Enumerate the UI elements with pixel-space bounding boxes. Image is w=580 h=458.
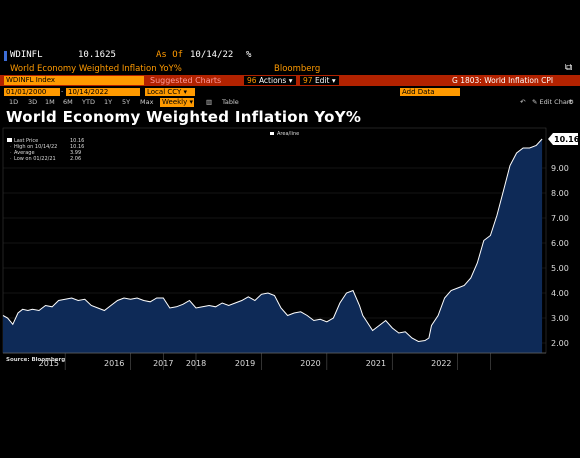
edit-button[interactable]: 97 Edit ▾ bbox=[300, 76, 339, 85]
chart-title: World Economy Weighted Inflation YoY% bbox=[6, 108, 362, 126]
x-axis: 2015 2016 2017 2018 2019 2020 2021 2022 bbox=[3, 352, 546, 370]
last-value-tag: 10.16 bbox=[548, 133, 580, 145]
y-tick-label: 7.00 bbox=[551, 214, 569, 223]
source-note: Source: Bloomberg bbox=[6, 357, 66, 363]
percent-unit: % bbox=[246, 50, 252, 60]
end-date-field[interactable]: 10/14/2022 bbox=[66, 88, 140, 96]
export-icon[interactable]: ⧉ bbox=[565, 64, 573, 73]
y-tick-label: 5.00 bbox=[551, 264, 569, 273]
as-of-label: As Of bbox=[156, 50, 184, 60]
svg-text:·: · bbox=[10, 144, 12, 150]
settings-icon[interactable]: ⚙ bbox=[568, 98, 574, 106]
period-5y[interactable]: 5Y bbox=[122, 98, 131, 106]
y-axis: 2.00 3.00 4.00 5.00 6.00 7.00 8.00 9.00 bbox=[551, 164, 569, 348]
period-3d[interactable]: 3D bbox=[28, 98, 38, 106]
period-1m[interactable]: 1M bbox=[45, 98, 55, 106]
period-1d[interactable]: 1D bbox=[9, 98, 19, 106]
x-tick-label: 2020 bbox=[300, 359, 320, 368]
edit-chart-button[interactable]: ✎ Edit Chart bbox=[532, 98, 573, 106]
period-max[interactable]: Max bbox=[140, 98, 154, 106]
x-tick-label: 2018 bbox=[186, 359, 206, 368]
x-tick-label: 2016 bbox=[104, 359, 124, 368]
legend-high-label: High on 10/14/22 bbox=[14, 144, 57, 150]
legend-low-label: Low on 01/22/21 bbox=[14, 156, 56, 162]
legend-high-value: 10.16 bbox=[70, 144, 84, 150]
suggested-charts-link[interactable]: Suggested Charts bbox=[150, 76, 222, 85]
ticker-row: WDINFL 10.1625 As Of 10/14/22 % bbox=[0, 50, 580, 62]
as-of-date: 10/14/22 bbox=[190, 50, 234, 60]
legend-low-value: 2.06 bbox=[70, 156, 81, 162]
legend-average-label: Average bbox=[14, 150, 35, 156]
series-line-last-price bbox=[2, 138, 543, 343]
ticker-symbol: WDINFL bbox=[10, 50, 43, 60]
page-info: G 1803: World Inflation CPI bbox=[452, 76, 554, 85]
add-data-field[interactable]: Add Data bbox=[400, 88, 460, 96]
area-legend-label: Area/line bbox=[277, 131, 299, 137]
x-tick-label: 2017 bbox=[153, 359, 173, 368]
security-description: World Economy Weighted Inflation YoY% bbox=[10, 64, 182, 74]
svg-text:·: · bbox=[10, 150, 12, 156]
back-icon[interactable]: ↶ bbox=[520, 98, 526, 106]
y-tick-label: 4.00 bbox=[551, 289, 569, 298]
table-button[interactable]: Table bbox=[222, 98, 239, 106]
period-ytd[interactable]: YTD bbox=[82, 98, 95, 106]
y-tick-label: 3.00 bbox=[551, 314, 569, 323]
toolbar: WDINFL Index Suggested Charts 96 Actions… bbox=[0, 75, 580, 86]
y-tick-label: 2.00 bbox=[551, 339, 569, 348]
period-6m[interactable]: 6M bbox=[63, 98, 73, 106]
inflation-chart: 2.003.004.005.006.007.008.009.00 2015 201… bbox=[2, 127, 580, 370]
last-price: 10.1625 bbox=[78, 50, 116, 60]
chart-icon[interactable]: ▥ bbox=[206, 98, 213, 106]
legend-average-value: 3.99 bbox=[70, 150, 81, 156]
x-tick-label: 2021 bbox=[366, 359, 386, 368]
security-field[interactable]: WDINFL Index bbox=[4, 76, 144, 85]
area-layer bbox=[2, 138, 543, 353]
x-tick-label: 2019 bbox=[235, 359, 255, 368]
x-tick-label: 2022 bbox=[431, 359, 451, 368]
date-range-row: 01/01/2000 - 10/14/2022 Local CCY ▾ Add … bbox=[0, 87, 580, 96]
y-tick-label: 6.00 bbox=[551, 239, 569, 248]
data-source: Bloomberg bbox=[274, 64, 321, 74]
period-row: 1D 3D 1M 6M YTD 1Y 5Y Max Weekly ▾ ▥ Tab… bbox=[0, 98, 580, 107]
x-tick-label: 2015 bbox=[39, 359, 59, 368]
subtitle-row: World Economy Weighted Inflation YoY% Bl… bbox=[0, 64, 580, 75]
bookmark-icon bbox=[4, 51, 7, 61]
period-1y[interactable]: 1Y bbox=[104, 98, 113, 106]
series-area-last-price bbox=[3, 139, 543, 353]
terminal-window: WDINFL 10.1625 As Of 10/14/22 % World Ec… bbox=[0, 44, 580, 370]
last-value-text: 10.16 bbox=[554, 135, 580, 144]
actions-button[interactable]: 96 Actions ▾ bbox=[244, 76, 296, 85]
legend: Last Price 10.16 · High on 10/14/22 10.1… bbox=[7, 131, 299, 162]
y-tick-label: 9.00 bbox=[551, 164, 569, 173]
start-date-field[interactable]: 01/01/2000 bbox=[4, 88, 60, 96]
legend-last-value: 10.16 bbox=[70, 138, 84, 144]
svg-text:·: · bbox=[10, 156, 12, 162]
y-tick-label: 8.00 bbox=[551, 189, 569, 198]
legend-swatch-last bbox=[7, 138, 12, 142]
legend-last-label: Last Price bbox=[14, 138, 38, 144]
frequency-select[interactable]: Weekly ▾ bbox=[160, 98, 194, 107]
area-legend-swatch bbox=[270, 132, 274, 135]
currency-select[interactable]: Local CCY ▾ bbox=[145, 88, 195, 96]
